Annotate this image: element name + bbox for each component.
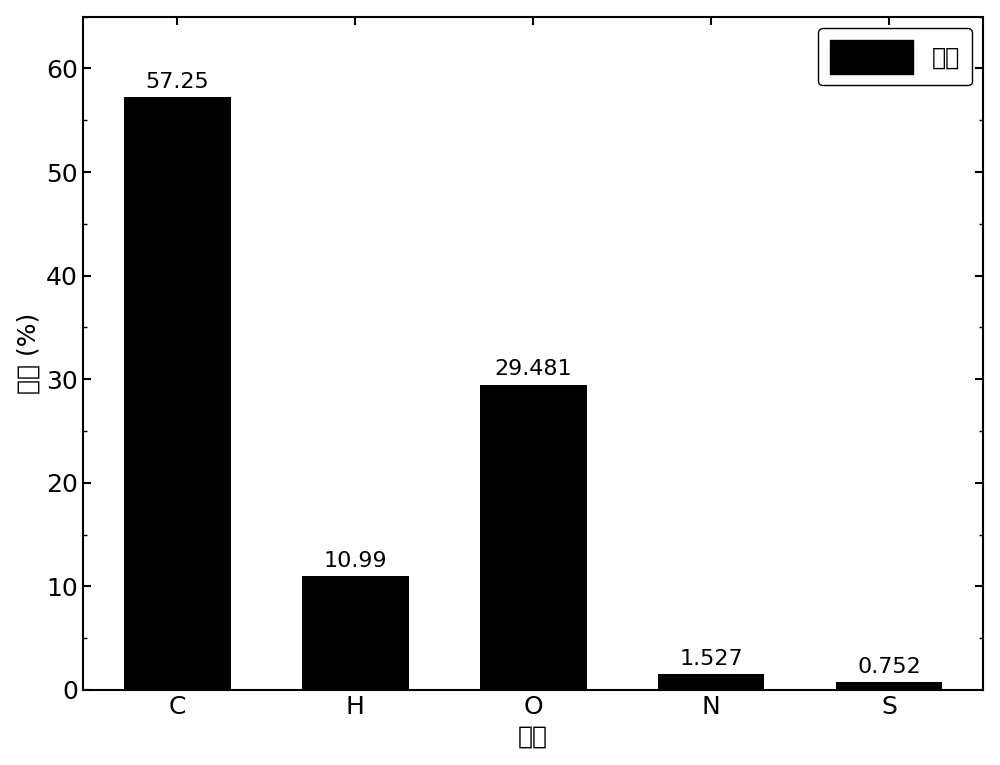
Bar (658, 674, 764, 690)
Bar (836, 682, 942, 690)
Text: 57.25: 57.25 (145, 72, 209, 92)
Bar (480, 385, 587, 690)
Text: 1.527: 1.527 (679, 649, 743, 669)
X-axis label: 元素: 元素 (518, 724, 548, 748)
Text: 10.99: 10.99 (323, 551, 387, 571)
Bar (302, 576, 409, 690)
Text: 0.752: 0.752 (857, 657, 921, 677)
Text: 29.481: 29.481 (494, 360, 572, 379)
Y-axis label: 含量 (%): 含量 (%) (17, 313, 41, 394)
Bar (124, 97, 231, 690)
Legend: 稠油: 稠油 (818, 28, 972, 86)
